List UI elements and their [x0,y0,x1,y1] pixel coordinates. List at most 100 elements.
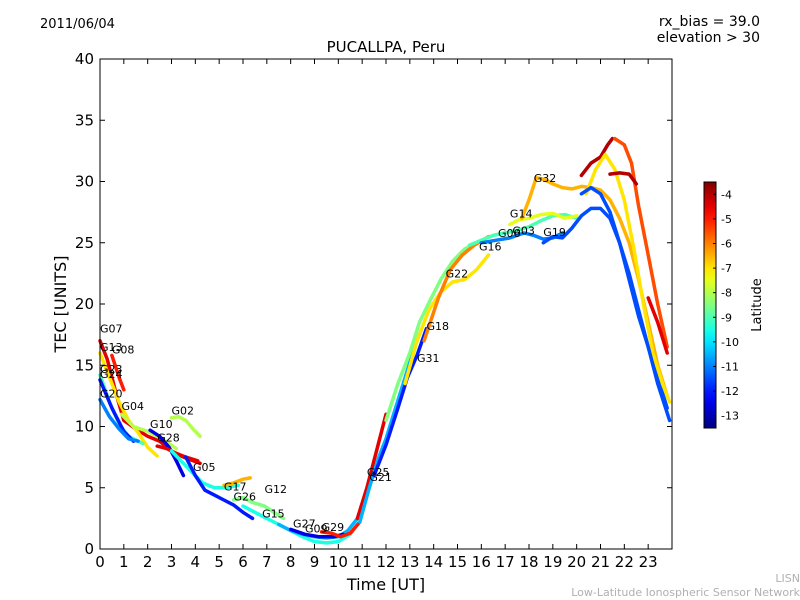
footer-network: Low-Latitude Ionospheric Sensor Network [571,586,800,599]
series-line-g17 [222,476,252,488]
series-line-g08 [110,353,126,392]
series-layer [98,136,672,545]
satellite-label-g27: G27 [293,517,316,530]
satellite-label-g16: G16 [479,241,502,254]
plot-area [100,59,672,549]
series-line-high6 [579,185,672,423]
y-tick-label: 10 [75,418,94,436]
y-tick-label: 30 [75,173,94,191]
x-tick-label: 20 [567,553,586,571]
y-axis-label: TEC [UNITS] [51,256,70,354]
x-tick-label: 22 [615,553,634,571]
x-tick-label: 5 [214,553,224,571]
satellite-label-g09: G09 [305,522,328,535]
series-line-g15 [241,504,360,545]
x-tick-label: 19 [543,553,562,571]
satellite-label-g22: G22 [446,268,469,281]
x-tick-label: 14 [424,553,443,571]
satellite-label-g19: G19 [543,226,566,239]
x-tick-label: 12 [376,553,395,571]
satellite-label-g05: G05 [193,461,216,474]
y-tick-label: 35 [75,111,94,129]
y-tick-label: 5 [84,479,94,497]
x-tick-label: 4 [191,553,201,571]
satellite-label-g15: G15 [262,508,285,521]
date-label: 2011/06/04 [40,17,115,32]
y-tick-label: 20 [75,295,94,313]
colorbar-tick-label: -5 [721,213,732,226]
series-line-high3 [584,152,672,404]
y-tick-label: 25 [75,234,94,252]
colorbar-tick-label: -13 [721,410,739,423]
x-tick-label: 0 [95,553,105,571]
satellite-label-g29: G29 [322,521,345,534]
x-tick-label: 17 [496,553,515,571]
colorbar-tick-label: -10 [721,336,739,349]
satellite-label-g08: G08 [112,343,135,356]
satellite-label-g04: G04 [121,400,144,413]
satellite-label-g07: G07 [100,323,123,336]
satellite-label-g28: G28 [157,432,180,445]
series-line-g26 [184,455,255,521]
satellite-label-g10: G10 [150,418,173,431]
satellite-label-g12: G12 [264,483,287,496]
series-line-high4 [608,171,639,186]
x-tick-label: 1 [119,553,129,571]
series-line-g25 [355,412,388,521]
series-line-g29 [319,520,362,539]
satellite-label-g26: G26 [233,490,256,503]
x-axis-label: Time [UT] [346,575,425,594]
series-line-g05 [169,449,240,490]
colorbar-tick-label: -9 [721,311,732,324]
colorbar: -4 -5 -6 -7 -8 -9 -10 -11 -12 -13 Latitude [703,181,765,429]
bias-info: rx_bias = 39.0 elevation > 30 [657,14,760,46]
satellite-label-g06: G06 [498,227,521,240]
satellite-label-g20: G20 [100,388,123,401]
series-line-high5 [646,296,669,355]
x-tick-label: 15 [448,553,467,571]
satellite-label-g24: G24 [100,368,123,381]
chart-title: PUCALLPA, Peru [327,38,446,56]
series-line-g02 [169,414,202,439]
satellite-label-g31: G31 [417,352,440,365]
y-tick-label: 0 [84,540,94,558]
series-line-g22 [403,253,491,386]
satellite-label-g21: G21 [369,471,392,484]
rx-bias-label: rx_bias = 39.0 [658,14,760,30]
satellite-label-g23: G23 [100,363,123,376]
x-tick-label: 23 [639,553,658,571]
satellite-label-g25: G25 [367,466,390,479]
x-tick-label: 10 [329,553,348,571]
series-line-high1 [579,136,615,178]
series-line-g12 [231,495,286,521]
x-tick-label: 7 [262,553,272,571]
colorbar-tick-label: -11 [721,361,739,374]
x-tick-label: 2 [143,553,153,571]
x-tick-label: 6 [238,553,248,571]
elevation-label: elevation > 30 [656,30,760,46]
y-tick-label: 15 [75,356,94,374]
x-tick-label: 18 [519,553,538,571]
footer-lisn: LISN [775,572,800,585]
colorbar-tick-label: -6 [721,238,732,251]
series-line-high2 [613,136,669,349]
colorbar-label: Latitude [750,278,765,332]
x-tick-label: 3 [167,553,177,571]
colorbar-tick-label: -8 [721,287,732,300]
x-tick-label: 21 [591,553,610,571]
x-tick-label: 16 [472,553,491,571]
satellite-label-g03: G03 [512,225,535,238]
x-tick-label: 11 [353,553,372,571]
satellite-label-g32: G32 [534,172,557,185]
x-tick-label: 8 [286,553,296,571]
colorbar-tick-label: -4 [721,188,732,201]
series-line-g14 [508,211,579,227]
axes: 0 1 2 3 4 5 6 7 8 9 10 11 12 13 14 15 16 17 18 19 20 21 22 2305… [75,50,673,571]
plot-background [100,59,672,549]
satellite-label-g14: G14 [510,207,533,220]
satellite-label-g02: G02 [172,405,195,418]
series-line-g18 [384,241,479,423]
satellite-label-g17: G17 [224,481,247,494]
colorbar-tick-label: -7 [721,262,732,275]
